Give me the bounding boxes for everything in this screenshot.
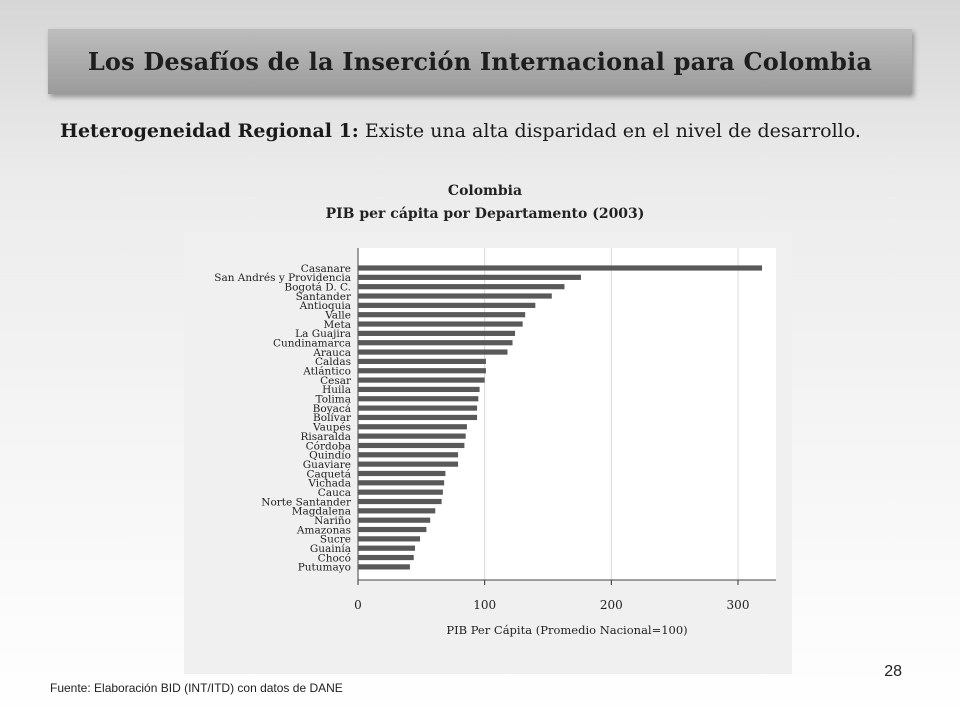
bar xyxy=(358,293,552,299)
bar xyxy=(358,358,486,364)
category-label: Valle xyxy=(324,310,351,322)
bar xyxy=(358,284,565,290)
bar xyxy=(358,480,445,486)
category-label: Córdoba xyxy=(306,440,351,452)
x-tick-label: 100 xyxy=(473,598,496,612)
category-label: Atlántico xyxy=(302,366,351,378)
bar xyxy=(358,508,436,514)
intro-text: Existe una alta disparidad en el nivel d… xyxy=(358,120,861,142)
bar xyxy=(358,498,442,505)
bar xyxy=(358,377,485,383)
bar xyxy=(358,489,443,495)
category-label: Huila xyxy=(322,384,351,396)
category-label: Santander xyxy=(296,291,352,303)
category-label: Norte Santander xyxy=(261,496,352,508)
bar xyxy=(358,321,523,327)
category-label: Boyacá xyxy=(313,403,351,415)
category-label: Chocó xyxy=(318,552,351,564)
bar xyxy=(358,452,459,458)
bar xyxy=(358,554,414,561)
category-label: Caldas xyxy=(315,356,351,368)
bar xyxy=(358,386,480,393)
source-note: Fuente: Elaboración BID (INT/ITD) con da… xyxy=(50,681,343,695)
category-label: Cauca xyxy=(318,487,351,499)
category-label: Putumayo xyxy=(298,562,351,574)
bar xyxy=(358,312,526,318)
chart-panel: 0 100 200 300 Casanare San Andrés y Providenc… xyxy=(184,232,792,674)
category-label: Caquetá xyxy=(307,468,351,480)
category-label: Cesar xyxy=(320,375,352,387)
title-bar: Los Desafíos de la Inserción Internacion… xyxy=(48,29,912,94)
bar xyxy=(358,424,467,430)
category-label: La Guajira xyxy=(295,328,351,340)
chart-subtitle: PIB per cápita por Departamento (2003) xyxy=(325,206,645,222)
category-label: Quindío xyxy=(309,450,351,462)
bar xyxy=(358,517,431,523)
category-label: Guaviare xyxy=(303,459,351,471)
category-label: Casanare xyxy=(301,263,351,275)
slide-title: Los Desafíos de la Inserción Internacion… xyxy=(87,47,873,76)
bar xyxy=(358,564,410,570)
bar xyxy=(358,405,478,411)
bar xyxy=(358,536,421,542)
bar xyxy=(358,340,513,346)
category-label: Amazonas xyxy=(296,524,351,536)
intro-bold-label: Heterogeneidad Regional 1: xyxy=(60,120,359,142)
category-label: Bogotá D. C. xyxy=(284,281,351,293)
bar xyxy=(358,368,486,374)
bar xyxy=(358,349,508,355)
category-label: Tolima xyxy=(316,394,351,406)
category-label: Risaralda xyxy=(300,431,351,443)
chart-title: Colombia xyxy=(447,183,523,199)
x-tick-label: 300 xyxy=(727,598,750,612)
bar xyxy=(358,526,427,533)
category-label: San Andrés y Providencia xyxy=(214,272,351,284)
category-label: Arauca xyxy=(312,347,351,359)
category-label: Sucre xyxy=(320,534,351,546)
x-tick-label: 200 xyxy=(600,598,623,612)
bar xyxy=(358,330,516,336)
category-label: Antioquia xyxy=(299,300,351,312)
intro-paragraph: Heterogeneidad Regional 1: Existe una al… xyxy=(60,117,900,146)
bar xyxy=(358,396,479,402)
category-label: Guainía xyxy=(310,543,351,555)
category-label: Magdalena xyxy=(292,506,351,518)
bar xyxy=(358,470,446,477)
page-number: 28 xyxy=(884,663,902,680)
bar xyxy=(358,414,478,421)
category-label: Cundinamarca xyxy=(273,338,351,350)
bar xyxy=(358,274,581,280)
bar xyxy=(358,265,763,271)
category-label: Vaupés xyxy=(312,422,351,434)
bar xyxy=(358,442,465,449)
category-label: Nariño xyxy=(314,515,351,527)
bar xyxy=(358,461,459,467)
bar xyxy=(358,302,536,308)
x-tick-label: 0 xyxy=(354,598,362,612)
bar xyxy=(358,433,466,439)
category-label: Bolívar xyxy=(313,412,352,424)
bar xyxy=(358,545,415,551)
x-axis-label: PIB Per Cápita (Promedio Nacional=100) xyxy=(446,623,687,637)
category-label: Vichada xyxy=(307,478,351,490)
category-label: Meta xyxy=(324,319,351,331)
